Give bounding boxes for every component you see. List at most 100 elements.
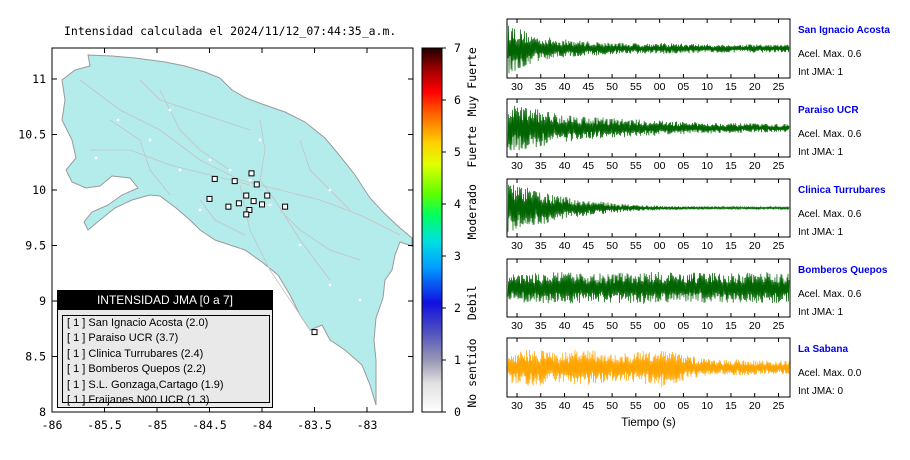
acel-max-label: Acel. Max. 0.6 <box>798 49 862 60</box>
legend-item: [ 1 ] Fraijanes N00 UCR (1.3) <box>67 393 210 406</box>
int-jma-label: Int JMA: 1 <box>798 67 843 78</box>
trace-x-tick-label: 55 <box>630 320 642 332</box>
trace-x-tick-label: 45 <box>582 160 594 172</box>
colorbar-tick-label: 3 <box>454 249 461 263</box>
trace-x-tick-label: 55 <box>630 240 642 252</box>
trace-x-tick-label: 10 <box>701 81 713 93</box>
town-dot <box>178 168 182 172</box>
int-jma-label: Int JMA: 1 <box>798 307 843 318</box>
map-x-tick-label: -85.5 <box>87 418 122 432</box>
station-marker <box>211 175 218 182</box>
station-marker <box>264 192 271 199</box>
trace-x-tick-label: 50 <box>606 320 618 332</box>
trace-x-tick-label: 15 <box>725 320 737 332</box>
intensity-legend: INTENSIDAD JMA [0 a 7] [ 1 ] San Ignacio… <box>57 290 273 408</box>
seismogram-1: 30 35 40 45 50 55 00 05 10 15 20 25 Paraiso UCR Acel.… <box>506 98 862 172</box>
seismogram-4: 30 35 40 45 50 55 00 05 10 15 20 25 La Sabana Acel. M… <box>506 337 862 429</box>
colorbar-tick-label: 1 <box>454 353 461 367</box>
trace-x-tick-label: 10 <box>701 400 713 412</box>
town-dot <box>228 168 232 172</box>
time-axis-label: Tiempo (s) <box>621 417 676 429</box>
trace-x-tick-label: 40 <box>559 320 571 332</box>
legend-item: [ 1 ] Paraiso UCR (3.7) <box>67 332 179 345</box>
trace-x-tick-label: 45 <box>582 320 594 332</box>
map-x-tick-label: -84.5 <box>192 418 227 432</box>
trace-x-tick-label: 20 <box>749 81 761 93</box>
acel-max-label: Acel. Max. 0.6 <box>798 289 862 300</box>
town-dot <box>288 328 292 332</box>
map-x-tick-label: -86 <box>42 418 63 432</box>
trace-x-tick-label: 30 <box>511 81 523 93</box>
trace-x-tick-label: 35 <box>535 160 547 172</box>
waveform-line <box>507 184 790 232</box>
trace-x-tick-label: 20 <box>749 160 761 172</box>
int-jma-label: Int JMA: 0 <box>798 386 843 397</box>
map-x-tick-label: -83 <box>357 418 378 432</box>
station-name-label: Bomberos Quepos <box>798 265 888 276</box>
town-dot <box>238 248 242 252</box>
seismogram-2: 30 35 40 45 50 55 00 05 10 15 20 25 Clinica Turrubar… <box>506 178 886 252</box>
trace-x-tick-label: 20 <box>749 240 761 252</box>
trace-x-tick-label: 15 <box>725 400 737 412</box>
trace-x-tick-label: 55 <box>630 400 642 412</box>
seismogram-panels: 30 35 40 45 50 55 00 05 10 15 20 25 San Ignacio Acos… <box>506 18 890 429</box>
map-title: Intensidad calculada el 2024/11/12_07:44… <box>64 24 396 38</box>
station-marker <box>243 211 250 218</box>
trace-x-tick-label: 50 <box>606 400 618 412</box>
trace-x-tick-label: 30 <box>511 400 523 412</box>
map-frame <box>51 47 414 413</box>
town-dot <box>308 353 312 357</box>
trace-x-tick-label: 40 <box>559 160 571 172</box>
town-dot <box>358 298 362 302</box>
trace-x-tick-label: 15 <box>725 160 737 172</box>
map-y-tick-label: 9 <box>39 294 46 308</box>
trace-x-tick-label: 00 <box>654 81 666 93</box>
waveform-line <box>507 25 790 74</box>
trace-x-tick-label: 35 <box>535 400 547 412</box>
trace-x-tick-label: 05 <box>678 400 690 412</box>
legend-title: INTENSIDAD JMA [0 a 7] <box>58 291 272 310</box>
trace-x-tick-label: 15 <box>725 240 737 252</box>
station-marker <box>311 329 318 336</box>
town-dot <box>248 178 252 182</box>
trace-x-tick-label: 10 <box>701 160 713 172</box>
trace-x-tick-label: 00 <box>654 400 666 412</box>
map-y-tick-label: 8.5 <box>25 350 46 364</box>
map-y-tick-label: 10.5 <box>18 128 46 142</box>
trace-x-tick-label: 45 <box>582 240 594 252</box>
intensity-colorbar: 7 6 5 4 3 2 1 0 Muy Fuerte Fuerte Moderado Debil No… <box>421 41 479 419</box>
town-dot <box>168 108 172 112</box>
trace-x-tick-label: 40 <box>559 240 571 252</box>
acel-max-label: Acel. Max. 0.6 <box>798 129 862 140</box>
trace-x-tick-label: 05 <box>678 320 690 332</box>
map-y-tick-label: 10 <box>32 183 46 197</box>
station-marker <box>282 203 289 210</box>
colorbar-category-label: Debil <box>465 285 479 320</box>
trace-x-tick-label: 10 <box>701 320 713 332</box>
station-marker <box>225 203 232 210</box>
station-marker <box>250 198 257 205</box>
trace-x-tick-label: 05 <box>678 81 690 93</box>
colorbar-tick-label: 4 <box>454 197 461 211</box>
map-x-tick-label: -83.5 <box>297 418 332 432</box>
legend-item: [ 1 ] San Ignacio Acosta (2.0) <box>67 317 209 329</box>
town-dot <box>116 118 120 122</box>
map-x-tick-label: -84 <box>252 418 273 432</box>
legend-list: [ 1 ] San Ignacio Acosta (2.0) [ 1 ] Par… <box>62 315 270 406</box>
trace-x-tick-label: 30 <box>511 240 523 252</box>
colorbar-category-label: Muy Fuerte <box>465 47 479 116</box>
trace-x-tick-label: 35 <box>535 81 547 93</box>
trace-x-tick-label: 00 <box>654 160 666 172</box>
colorbar-tick-label: 5 <box>454 145 461 159</box>
town-dot <box>328 188 332 192</box>
int-jma-label: Int JMA: 1 <box>798 147 843 158</box>
station-markers <box>94 108 362 357</box>
trace-x-tick-label: 00 <box>654 240 666 252</box>
colorbar-tick-label: 2 <box>454 301 461 315</box>
trace-x-tick-label: 05 <box>678 240 690 252</box>
trace-x-tick-label: 35 <box>535 240 547 252</box>
station-marker <box>259 201 265 208</box>
town-dot <box>328 283 332 287</box>
station-marker <box>231 178 238 185</box>
